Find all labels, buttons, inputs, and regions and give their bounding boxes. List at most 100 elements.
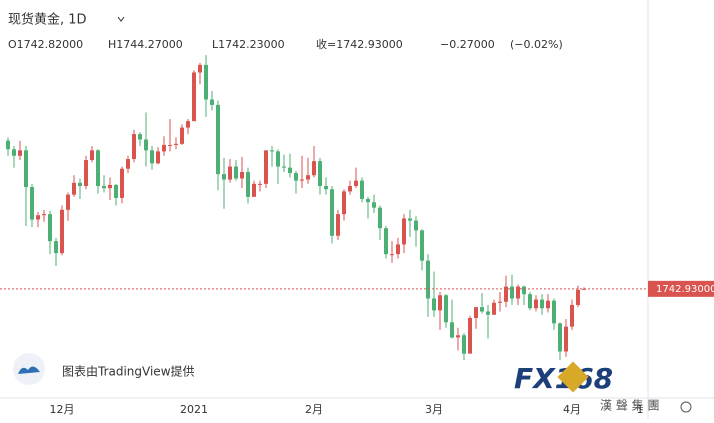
candle-body bbox=[420, 230, 424, 261]
header-close: 收=1742.93000 bbox=[316, 37, 403, 51]
candle-body bbox=[90, 150, 94, 161]
candle-body bbox=[252, 183, 256, 197]
candle-body bbox=[198, 64, 202, 73]
candle-body bbox=[534, 299, 538, 309]
candle-body bbox=[24, 150, 28, 188]
candle-body bbox=[318, 161, 322, 187]
candle-body bbox=[120, 168, 124, 198]
candle-body bbox=[504, 286, 508, 302]
candle-body bbox=[432, 298, 436, 311]
candle-body bbox=[324, 186, 328, 190]
settings-icon[interactable] bbox=[680, 401, 692, 413]
candle-body bbox=[72, 182, 76, 195]
candle-body bbox=[174, 143, 178, 145]
candle-body bbox=[240, 171, 244, 179]
x-tick-label: 4月 bbox=[563, 403, 581, 416]
candle-body bbox=[66, 194, 70, 210]
candle-body bbox=[480, 307, 484, 312]
candle-body bbox=[276, 151, 280, 167]
candle-body bbox=[540, 299, 544, 309]
candle-body bbox=[282, 166, 286, 168]
x-tick-label: 3月 bbox=[425, 403, 443, 416]
header-low: L1742.23000 bbox=[212, 38, 285, 51]
candle-body bbox=[510, 286, 514, 299]
candle-body bbox=[522, 286, 526, 295]
header-high: H1744.27000 bbox=[108, 38, 183, 51]
candle-body bbox=[330, 189, 334, 236]
candle-body bbox=[264, 150, 268, 184]
ohlc-header: O1742.82000 H1744.27000 L1742.23000 收=17… bbox=[8, 37, 563, 51]
candle-body bbox=[570, 304, 574, 327]
candle-body bbox=[222, 174, 226, 180]
candle-body bbox=[300, 179, 304, 181]
header-open: O1742.82000 bbox=[8, 38, 83, 51]
candle-body bbox=[192, 72, 196, 122]
fx168-logo: FX168 漢 聲 集 團 bbox=[514, 361, 659, 413]
candle-body bbox=[210, 99, 214, 105]
candle-body bbox=[408, 218, 412, 221]
candle-body bbox=[78, 182, 82, 187]
candle-body bbox=[378, 207, 382, 229]
dropdown-icon[interactable] bbox=[117, 16, 125, 22]
candle-body bbox=[564, 326, 568, 352]
candle-body bbox=[336, 214, 340, 236]
tradingview-watermark[interactable]: 图表由TradingView提供 bbox=[13, 353, 195, 385]
x-tick-label: 2月 bbox=[305, 403, 323, 416]
x-tick-label: 2021 bbox=[180, 403, 208, 416]
candle-body bbox=[180, 127, 184, 144]
candle-body bbox=[492, 302, 496, 315]
candle-body bbox=[36, 215, 40, 220]
watermark-icon bbox=[18, 366, 40, 374]
candle-body bbox=[372, 202, 376, 208]
candle-body bbox=[546, 300, 550, 309]
candle-body bbox=[390, 254, 394, 256]
candle-body bbox=[450, 322, 454, 338]
last-price-label: 1742.93000 bbox=[656, 284, 714, 295]
header-change-pct: (−0.02%) bbox=[510, 38, 563, 51]
candle-body bbox=[84, 160, 88, 187]
candle-body bbox=[366, 199, 370, 203]
candle-body bbox=[144, 139, 148, 151]
candle-body bbox=[12, 149, 16, 156]
candle-body bbox=[6, 140, 10, 150]
candle-body bbox=[354, 180, 358, 187]
candle-body bbox=[150, 150, 154, 164]
candle-body bbox=[228, 166, 232, 180]
candle-body bbox=[414, 220, 418, 231]
candle-body bbox=[342, 191, 346, 215]
candle-body bbox=[54, 241, 58, 254]
candle-body bbox=[132, 134, 136, 159]
candle-body bbox=[528, 294, 532, 309]
candle-body bbox=[558, 323, 562, 352]
candle-body bbox=[552, 300, 556, 324]
candle-body bbox=[444, 295, 448, 323]
candle-body bbox=[468, 317, 472, 354]
candle-body bbox=[60, 209, 64, 254]
candle-body bbox=[348, 186, 352, 192]
x-tick-label: 12月 bbox=[50, 403, 75, 416]
candle-body bbox=[42, 214, 46, 216]
logo-diamond bbox=[557, 361, 589, 393]
candle-body bbox=[18, 150, 22, 156]
candle-body bbox=[162, 144, 166, 152]
logo-sub: 漢 聲 集 團 bbox=[600, 398, 659, 413]
candle-body bbox=[108, 184, 112, 189]
candle-body bbox=[426, 260, 430, 299]
candle-body bbox=[498, 301, 502, 303]
candle-body bbox=[396, 244, 400, 255]
chart-title: 现货黄金, 1D bbox=[8, 12, 87, 28]
candle-body bbox=[168, 144, 172, 146]
candle-body bbox=[114, 184, 118, 198]
candle-body bbox=[360, 180, 364, 199]
candle-body bbox=[204, 64, 208, 100]
candle-body bbox=[246, 171, 250, 197]
candle-body bbox=[258, 183, 262, 185]
candle-body bbox=[234, 166, 238, 179]
candle-body bbox=[216, 104, 220, 175]
candle-body bbox=[312, 161, 316, 176]
candle-body bbox=[294, 173, 298, 181]
candle-body bbox=[48, 214, 52, 242]
candle-body bbox=[126, 158, 130, 169]
settings-ring bbox=[680, 401, 692, 413]
